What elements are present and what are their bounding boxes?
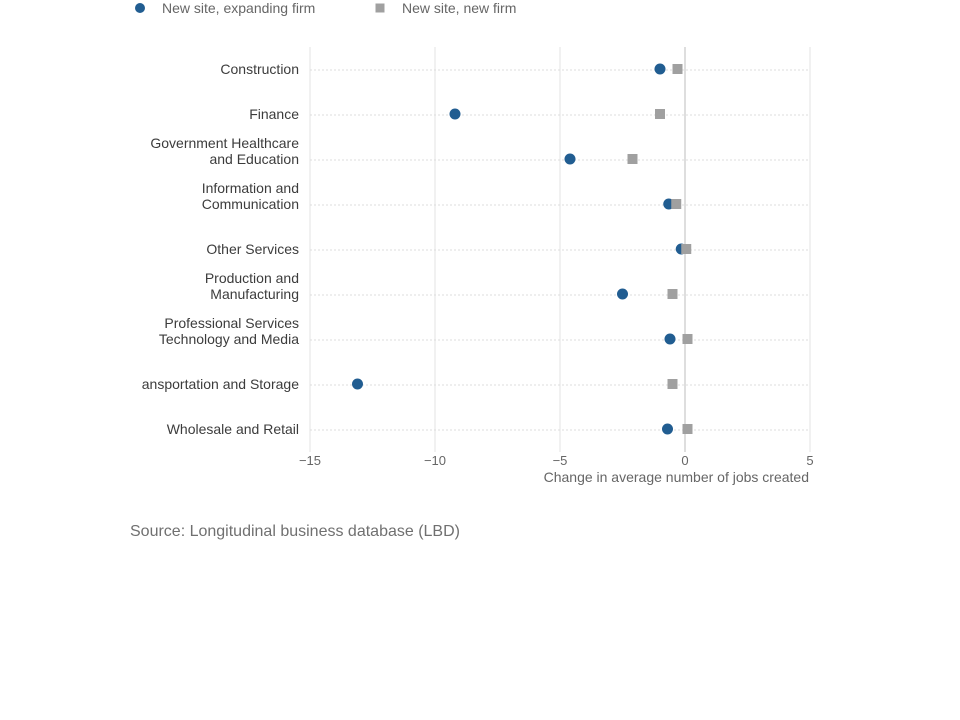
category-label: Technology and Media <box>159 331 299 347</box>
x-axis-title: Change in average number of jobs created <box>544 469 809 485</box>
point-expanding-firm <box>564 153 576 165</box>
category-label: Information and <box>202 180 299 196</box>
x-tick-label: −10 <box>424 453 446 468</box>
category-label: Wholesale and Retail <box>167 421 299 437</box>
category-label: Manufacturing <box>210 286 299 302</box>
legend-circle-marker <box>135 3 145 13</box>
point-expanding-firm <box>449 108 461 120</box>
x-tick-label: 0 <box>681 453 688 468</box>
category-label: Other Services <box>206 241 299 257</box>
point-new-firm <box>655 109 665 119</box>
point-new-firm <box>627 154 638 164</box>
point-expanding-firm <box>664 333 676 345</box>
category-label: Production and <box>205 270 299 286</box>
point-new-firm <box>681 244 692 254</box>
category-label: Government Healthcare <box>150 135 299 151</box>
point-new-firm <box>682 334 693 344</box>
category-label: Finance <box>249 106 299 122</box>
category-label: ansportation and Storage <box>142 376 299 392</box>
point-expanding-firm <box>617 288 628 300</box>
point-new-firm <box>671 199 682 209</box>
point-expanding-firm <box>352 378 363 390</box>
category-label: and Education <box>209 151 299 167</box>
category-label: Professional Services <box>164 315 299 331</box>
point-expanding-firm <box>662 423 673 435</box>
category-label: Communication <box>202 196 299 212</box>
category-label: Construction <box>220 61 299 77</box>
x-tick-label: 5 <box>806 453 813 468</box>
legend-square-marker <box>375 3 385 13</box>
point-new-firm <box>667 379 678 389</box>
point-new-firm <box>672 64 683 74</box>
point-expanding-firm <box>654 63 666 75</box>
legend-label: New site, expanding firm <box>162 0 315 16</box>
point-new-firm <box>682 424 693 434</box>
legend-label: New site, new firm <box>402 0 516 16</box>
source-note: Source: Longitudinal business database (… <box>130 523 460 540</box>
x-tick-label: −5 <box>553 453 568 468</box>
point-new-firm <box>667 289 678 299</box>
x-tick-label: −15 <box>299 453 321 468</box>
